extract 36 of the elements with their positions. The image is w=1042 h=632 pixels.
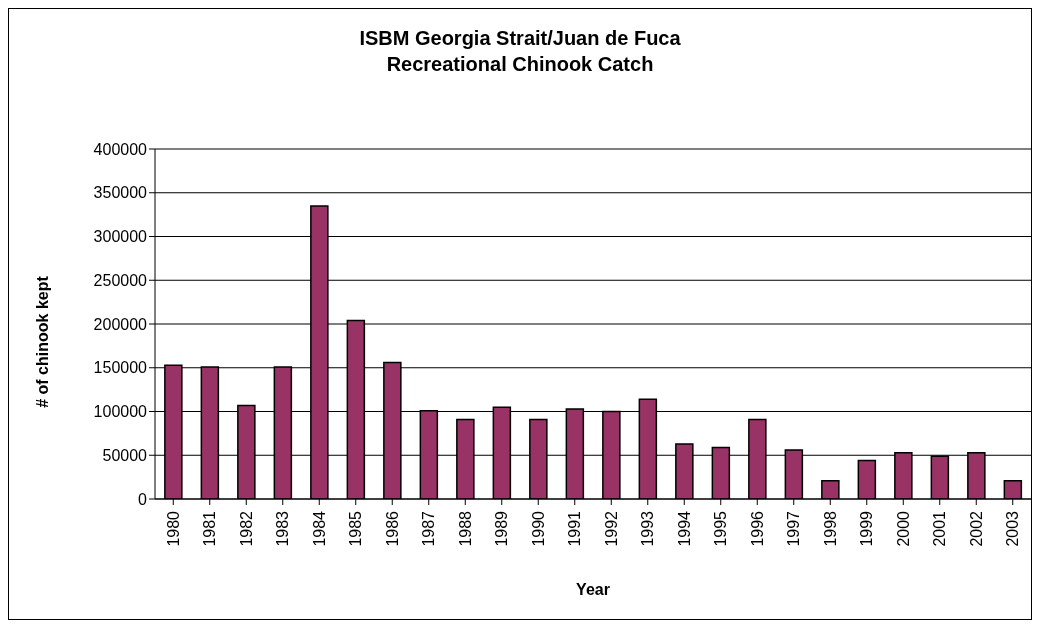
x-tick-label: 1993 bbox=[639, 510, 657, 547]
x-tick-label: 2002 bbox=[967, 510, 985, 547]
x-tick-label: 1997 bbox=[785, 510, 803, 547]
y-tick-label: 350000 bbox=[93, 184, 148, 202]
y-tick-label: 50000 bbox=[102, 446, 148, 464]
y-tick-label: 200000 bbox=[93, 315, 148, 333]
y-tick-label: 250000 bbox=[93, 271, 148, 289]
x-tick-label: 1986 bbox=[383, 510, 401, 547]
y-axis-title: # of chinook kept bbox=[34, 275, 52, 408]
chart-title: ISBM Georgia Strait/Juan de Fuca Recreational Chinook Catch bbox=[358, 26, 682, 77]
x-tick-label: 1991 bbox=[566, 510, 584, 547]
x-tick-label: 1992 bbox=[602, 510, 620, 547]
x-tick-label: 2001 bbox=[931, 510, 949, 547]
x-tick-label: 1980 bbox=[164, 510, 182, 547]
y-tick-label: 100000 bbox=[93, 403, 148, 421]
x-tick-label: 1995 bbox=[712, 510, 730, 547]
y-tick-label: 300000 bbox=[93, 228, 148, 246]
x-tick-label: 1988 bbox=[456, 510, 474, 547]
x-tick-label: 2000 bbox=[894, 510, 912, 547]
x-tick-label: 2003 bbox=[1004, 510, 1022, 547]
x-tick-label: 1996 bbox=[748, 510, 766, 547]
y-tick-label: 0 bbox=[138, 490, 148, 508]
x-tick-label: 1989 bbox=[493, 510, 511, 547]
x-tick-label: 1998 bbox=[821, 510, 839, 547]
x-tick-label: 1981 bbox=[201, 510, 219, 547]
y-tick-label: 150000 bbox=[93, 359, 148, 377]
x-tick-label: 1990 bbox=[529, 510, 547, 547]
x-tick-label: 1983 bbox=[274, 510, 292, 547]
x-tick-label: 1994 bbox=[675, 510, 693, 547]
x-tick-label: 1987 bbox=[420, 510, 438, 547]
x-tick-label: 1985 bbox=[347, 510, 365, 547]
x-axis-title: Year bbox=[575, 581, 611, 599]
x-tick-label: 1982 bbox=[237, 510, 255, 547]
x-tick-label: 1984 bbox=[310, 510, 328, 547]
y-tick-label: 400000 bbox=[93, 140, 148, 158]
x-tick-label: 1999 bbox=[858, 510, 876, 547]
